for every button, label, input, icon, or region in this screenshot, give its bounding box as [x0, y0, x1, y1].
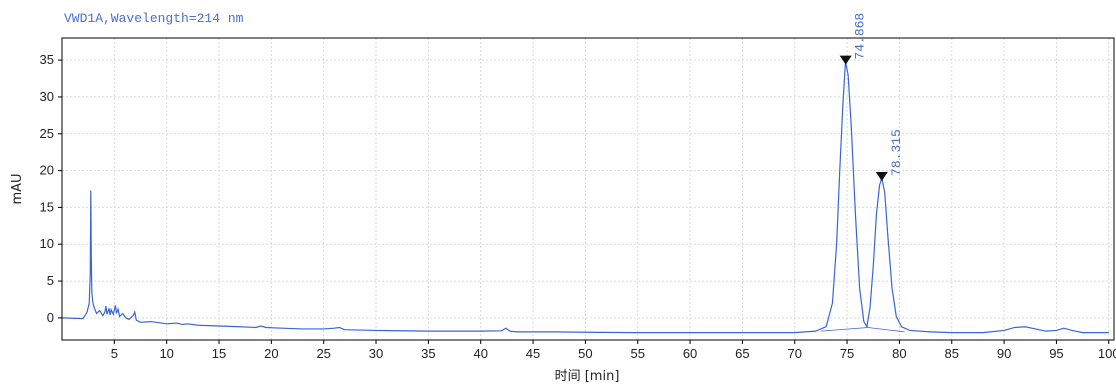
- x-tick-label: 50: [578, 346, 592, 361]
- y-tick-label: 30: [40, 89, 54, 104]
- y-tick-label: 0: [47, 310, 54, 325]
- chart-title: VWD1A,Wavelength=214 nm: [64, 11, 244, 26]
- peak-marker: [875, 171, 888, 181]
- x-tick-label: 30: [369, 346, 383, 361]
- x-tick-label: 5: [111, 346, 118, 361]
- y-tick-label: 5: [47, 273, 54, 288]
- integration-baselines: [820, 327, 905, 333]
- y-tick-label: 25: [40, 126, 54, 141]
- peak-marker: [839, 55, 852, 65]
- x-tick-label: 25: [316, 346, 330, 361]
- x-tick-label: 75: [840, 346, 854, 361]
- x-tick-label: 70: [788, 346, 802, 361]
- y-axis-ticks: 0 5 10 15 20 25 30 35: [40, 52, 62, 325]
- peak-markers: 74.868 78.315: [839, 13, 904, 181]
- x-tick-label: 35: [421, 346, 435, 361]
- x-tick-label: 100: [1098, 346, 1116, 361]
- x-tick-label: 45: [526, 346, 540, 361]
- x-tick-label: 40: [473, 346, 487, 361]
- grid-lines: [62, 38, 1114, 340]
- peak-label: 74.868: [853, 13, 868, 60]
- signal-trace: [61, 61, 1109, 334]
- x-tick-label: 20: [264, 346, 278, 361]
- integration-baseline: [867, 327, 905, 333]
- series-line: [61, 61, 1109, 334]
- integration-baseline: [820, 327, 869, 332]
- x-tick-label: 60: [683, 346, 697, 361]
- y-tick-label: 15: [40, 199, 54, 214]
- x-tick-label: 95: [1049, 346, 1063, 361]
- y-tick-label: 20: [40, 163, 54, 178]
- x-tick-label: 65: [735, 346, 749, 361]
- y-tick-label: 35: [40, 52, 54, 67]
- peak-label: 78.315: [889, 129, 904, 176]
- x-tick-label: 90: [997, 346, 1011, 361]
- y-axis-label: mAU: [10, 173, 25, 204]
- y-tick-label: 10: [40, 236, 54, 251]
- x-tick-label: 55: [630, 346, 644, 361]
- x-tick-label: 15: [212, 346, 226, 361]
- plot-frame: [61, 37, 1115, 341]
- x-axis-label: 时间 [min]: [555, 369, 620, 384]
- x-axis-ticks: 5 10 15 20 25 30 35 40 45 50 55 60 65 70 75 80 85 90 95 100: [111, 340, 1116, 361]
- x-tick-label: 80: [892, 346, 906, 361]
- x-tick-label: 85: [945, 346, 959, 361]
- x-tick-label: 10: [159, 346, 173, 361]
